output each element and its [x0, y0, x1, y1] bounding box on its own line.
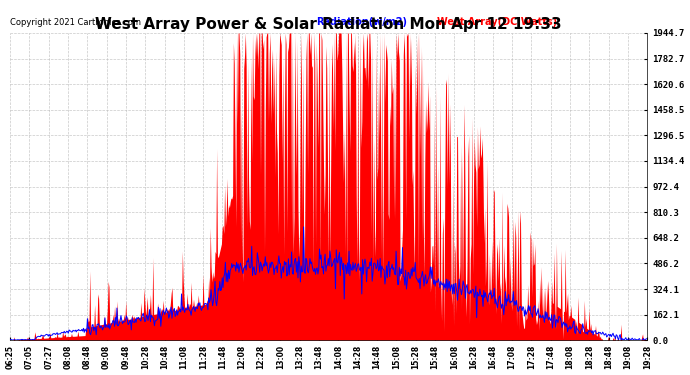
Text: Copyright 2021 Cartronics.com: Copyright 2021 Cartronics.com: [10, 18, 141, 27]
Title: West Array Power & Solar Radiation Mon Apr 12 19:33: West Array Power & Solar Radiation Mon A…: [95, 17, 562, 32]
Text: Radiation(w/m2): Radiation(w/m2): [316, 17, 407, 27]
Text: West Array(DC Watts): West Array(DC Watts): [437, 17, 557, 27]
